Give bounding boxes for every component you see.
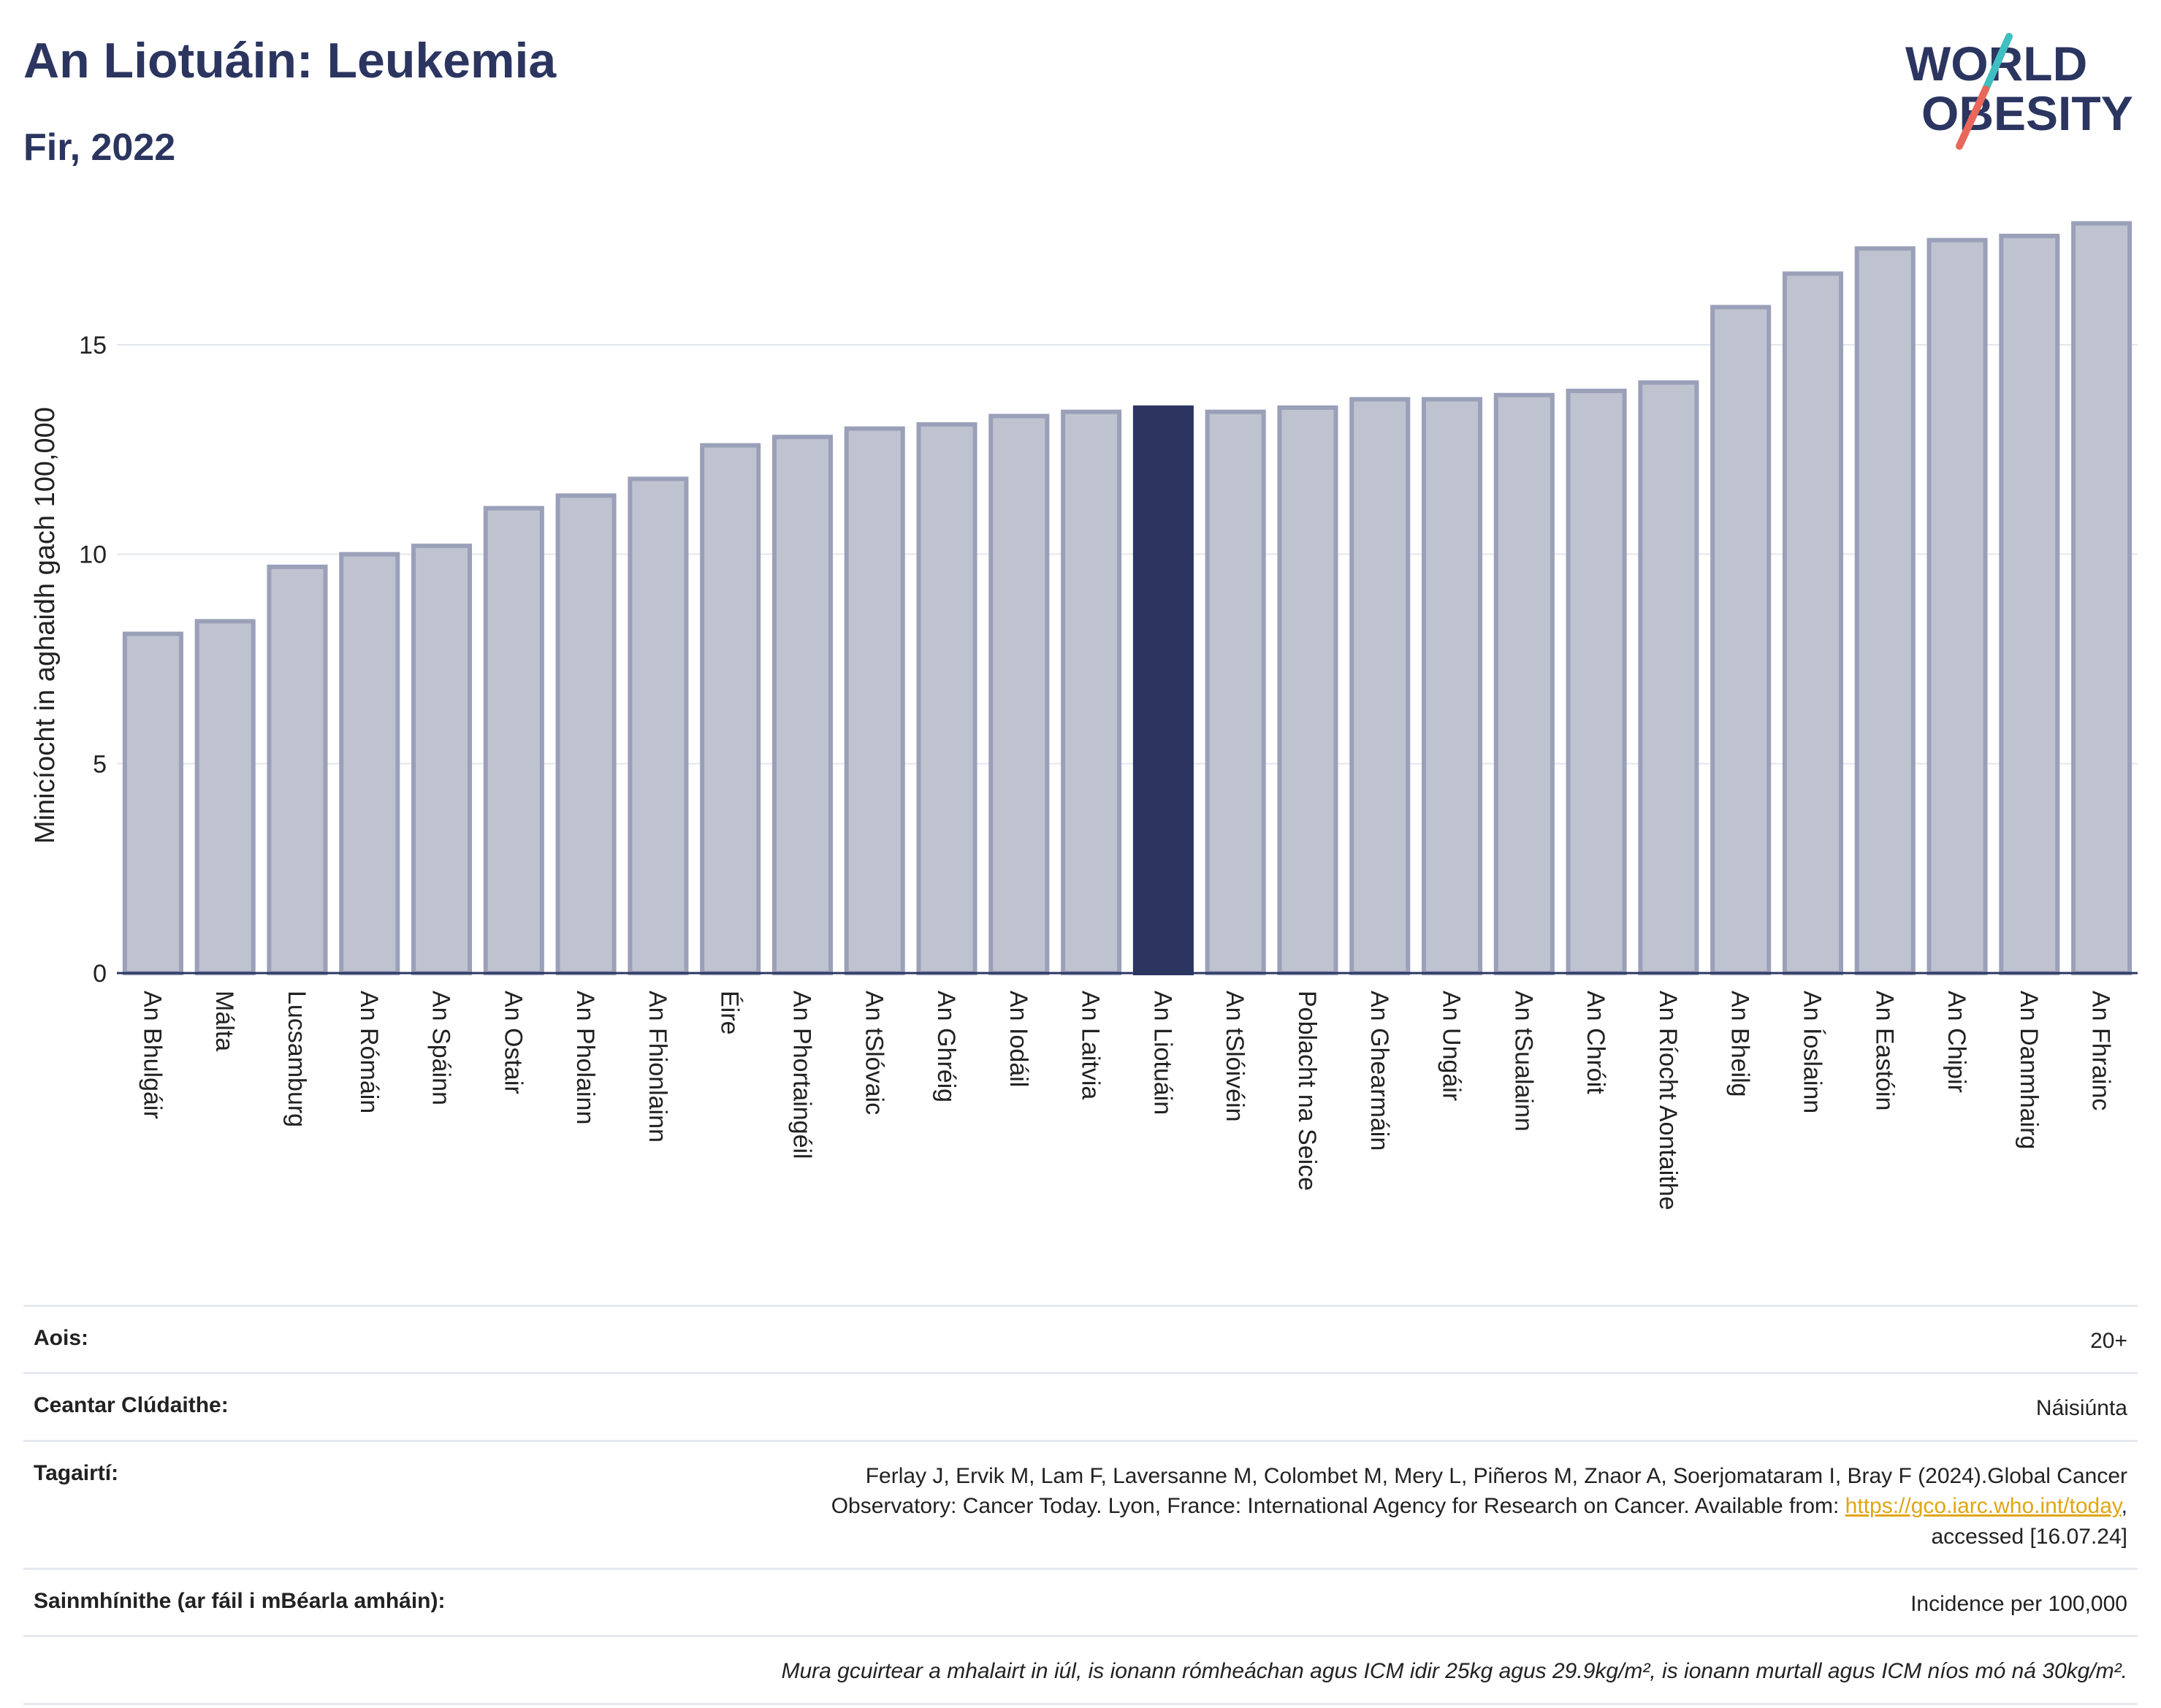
x-tick-label: An Bheilg xyxy=(1726,991,1754,1097)
area-label: Ceantar Clúdaithe: xyxy=(34,1393,229,1418)
definitions-value: Incidence per 100,000 xyxy=(1910,1591,2127,1616)
x-tick-label: An Pholainn xyxy=(571,991,599,1124)
bar xyxy=(1061,409,1122,975)
bar xyxy=(700,443,761,975)
bar xyxy=(1493,392,1555,975)
x-tick-label: An Ghréig xyxy=(932,991,960,1102)
reference-line-3: accessed [16.07.24] xyxy=(1931,1524,2127,1549)
bar xyxy=(771,435,833,975)
bar-chart: 0 5 10 15 An Bhulgáir Málta Lucsamburg An Rómá… xyxy=(30,221,2138,1211)
bar xyxy=(1422,397,1483,975)
area-value: Náisiúnta xyxy=(2035,1396,2127,1421)
y-tick-label: 5 xyxy=(93,750,107,778)
x-tick-label: An Laitvia xyxy=(1077,991,1105,1099)
logo-slash-teal xyxy=(1982,33,2013,93)
x-tick-label: An Fhrainc xyxy=(2087,991,2115,1110)
reference-line-2-suffix: , xyxy=(2121,1494,2127,1519)
info-row-note: Mura gcuirtear a mhalairt in iúl, is ion… xyxy=(23,1635,2138,1705)
y-tick-label: 15 xyxy=(79,332,107,359)
x-tick-label: Málta xyxy=(210,991,238,1051)
reference-line-1: Ferlay J, Ervik M, Lam F, Laversanne M, … xyxy=(865,1463,2127,1488)
bar xyxy=(1277,405,1338,975)
bar xyxy=(1782,271,1843,975)
x-tick-label: An Ríocht Aontaithe xyxy=(1654,991,1682,1211)
reference-line-2-prefix: Observatory: Cancer Today. Lyon, France:… xyxy=(831,1494,1845,1519)
y-axis-label: Minicíocht in aghaidh gach 100,000 xyxy=(30,407,61,844)
x-tick-label: An Bhulgáir xyxy=(138,991,166,1119)
bars xyxy=(122,221,2133,976)
y-tick-label: 10 xyxy=(79,541,107,569)
x-tick-label: An Iodáil xyxy=(1005,991,1032,1087)
bar xyxy=(844,426,905,975)
info-row-references: Tagairtí: Ferlay J, Ervik M, Lam F, Lave… xyxy=(23,1439,2138,1568)
bar xyxy=(267,564,328,975)
x-tick-label: An Eastóin xyxy=(1870,991,1898,1110)
x-tick-labels: An Bhulgáir Málta Lucsamburg An Rómáin An Sp… xyxy=(138,991,2114,1211)
x-tick-label: An tSualainn xyxy=(1509,991,1537,1132)
y-tick-labels: 0 5 10 15 xyxy=(79,332,107,988)
x-tick-label: An Liotuáin xyxy=(1148,991,1176,1115)
x-tick-label: An tSlóvaic xyxy=(860,991,888,1115)
x-tick-label: An Ostair xyxy=(499,991,527,1094)
age-label: Aois: xyxy=(34,1326,88,1350)
x-tick-label: An Ghearmáin xyxy=(1365,991,1393,1151)
info-table: Aois: 20+ Ceantar Clúdaithe: Náisiúnta T… xyxy=(23,1305,2138,1705)
logo-word-2: OBESITY xyxy=(1921,86,2133,140)
bar xyxy=(194,619,256,976)
info-row-age: Aois: 20+ xyxy=(23,1305,2138,1372)
logo-slash-coral xyxy=(1956,85,1989,150)
bar xyxy=(1999,233,2060,975)
bar xyxy=(1349,397,1411,975)
x-tick-label: An Fhionlainn xyxy=(644,991,671,1143)
x-tick-label: Éire xyxy=(716,991,744,1034)
definitions-label: Sainmhínithe (ar fáil i mBéarla amháin): xyxy=(34,1588,446,1613)
age-value: 20+ xyxy=(2090,1329,2127,1353)
bar xyxy=(1638,380,1699,975)
x-tick-label: An Rómáin xyxy=(355,991,383,1113)
bar xyxy=(988,413,1050,975)
bar xyxy=(555,493,617,975)
bar xyxy=(1854,246,1916,975)
x-tick-label: An Chipir xyxy=(1943,991,1970,1093)
page-subtitle: Fir, 2022 xyxy=(23,126,176,169)
bar xyxy=(339,552,400,975)
world-obesity-logo: WORLD OBESITY xyxy=(1905,33,2133,150)
x-tick-label: An Spáinn xyxy=(427,991,455,1105)
bar xyxy=(1205,409,1266,975)
bar xyxy=(916,422,977,975)
bar-highlight xyxy=(1132,405,1194,975)
reference-link[interactable]: https://gco.iarc.who.int/today xyxy=(1845,1494,2122,1519)
info-row-definitions: Sainmhínithe (ar fáil i mBéarla amháin):… xyxy=(23,1567,2138,1635)
y-tick-label: 0 xyxy=(93,960,107,988)
footnote: Mura gcuirtear a mhalairt in iúl, is ion… xyxy=(781,1659,2127,1684)
x-tick-label: An tSlóivéin xyxy=(1221,991,1249,1122)
info-row-area: Ceantar Clúdaithe: Náisiúnta xyxy=(23,1372,2138,1439)
x-tick-label: An Danmhairg xyxy=(2015,991,2043,1149)
x-tick-label: An Íoslainn xyxy=(1798,991,1826,1113)
x-tick-label: An Ungáir xyxy=(1438,991,1466,1101)
bar xyxy=(628,476,689,975)
bar xyxy=(1566,389,1627,975)
x-tick-label: An Phortaingéil xyxy=(788,991,815,1159)
bar xyxy=(483,506,544,975)
references-label: Tagairtí: xyxy=(34,1460,119,1485)
page-title: An Liotuáin: Leukemia xyxy=(23,33,557,88)
x-tick-label: Lucsamburg xyxy=(283,991,310,1127)
bar xyxy=(1926,237,1988,975)
x-tick-label: An Chróit xyxy=(1582,991,1609,1094)
bar xyxy=(1710,305,1772,975)
bar xyxy=(411,544,473,975)
bar xyxy=(2071,221,2133,976)
references-value: Ferlay J, Ervik M, Lam F, Laversanne M, … xyxy=(831,1461,2127,1552)
x-tick-label: Poblacht na Seice xyxy=(1293,991,1321,1191)
bar xyxy=(122,631,183,975)
